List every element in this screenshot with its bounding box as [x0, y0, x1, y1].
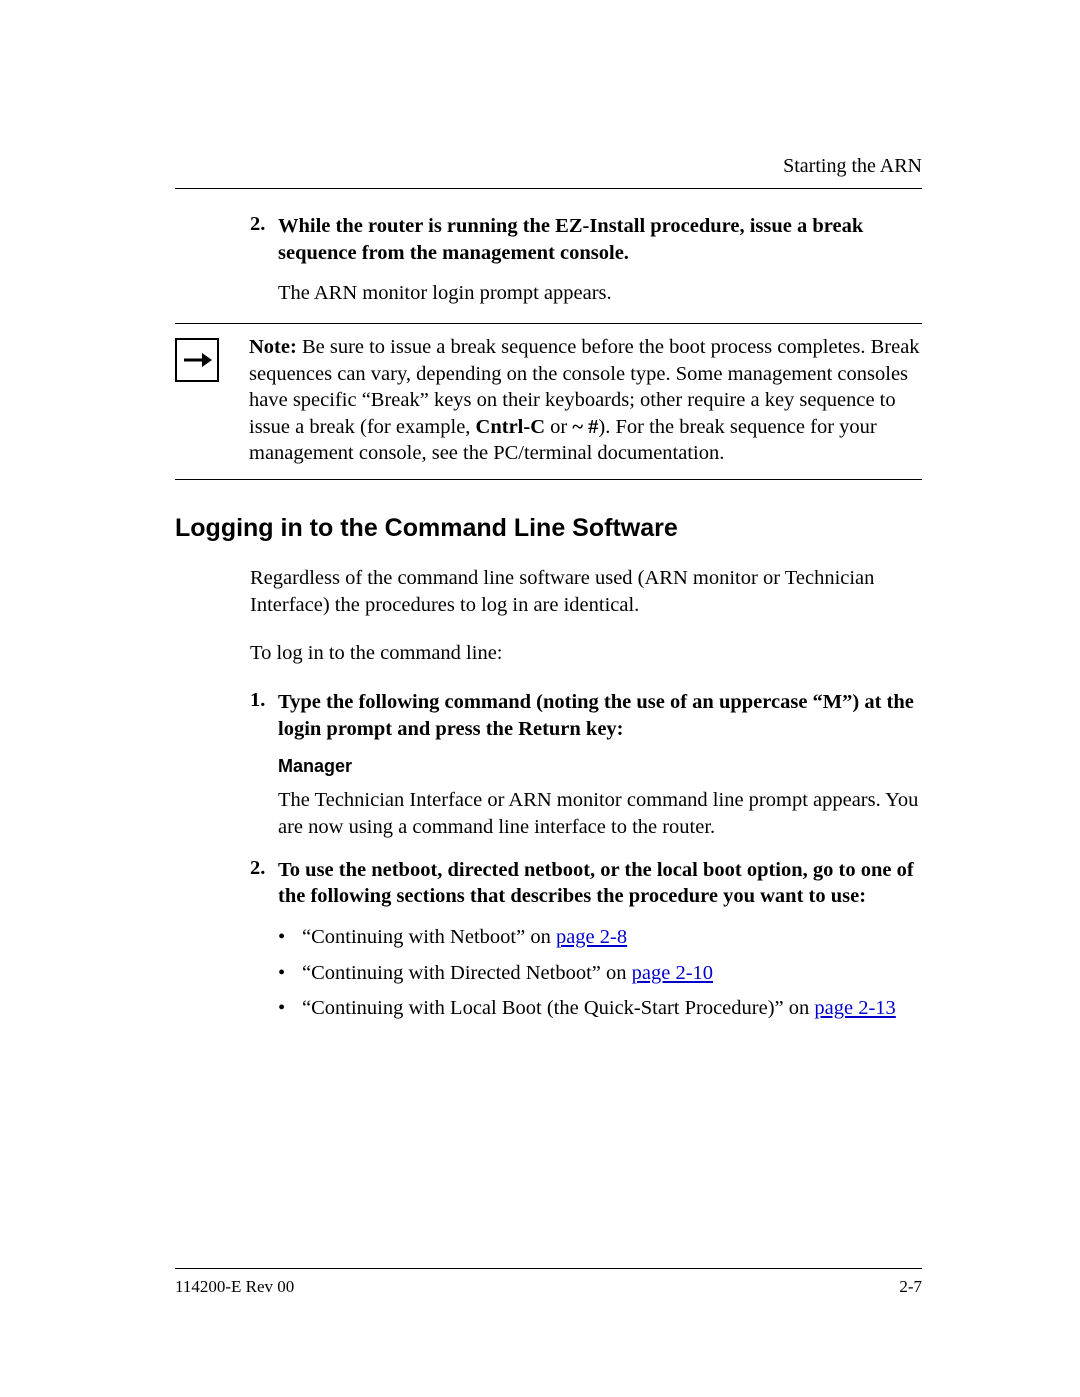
step-2-result: The ARN monitor login prompt appears. — [278, 280, 922, 307]
step-2-block: 2. While the router is running the EZ-In… — [250, 213, 922, 307]
login-step-1: 1. Type the following command (noting th… — [250, 689, 922, 742]
page-link[interactable]: page 2-13 — [814, 997, 895, 1019]
step-text: Type the following command (noting the u… — [278, 689, 922, 742]
arrow-right-icon — [175, 338, 219, 382]
list-item: “Continuing with Local Boot (the Quick-S… — [278, 995, 922, 1023]
doc-id: 114200-E Rev 00 — [175, 1277, 294, 1297]
step-text: To use the netboot, directed netboot, or… — [278, 857, 922, 910]
running-header: Starting the ARN — [175, 155, 922, 178]
page-link[interactable]: page 2-8 — [556, 926, 627, 948]
step-number: 2. — [250, 213, 278, 266]
step-2: 2. While the router is running the EZ-In… — [250, 213, 922, 266]
chapter-title: Starting the ARN — [783, 155, 922, 177]
note-text: Note: Be sure to issue a break sequence … — [249, 334, 922, 467]
page-footer: 114200-E Rev 00 2-7 — [175, 1268, 922, 1297]
page-link[interactable]: page 2-10 — [632, 962, 713, 984]
note-mid: or — [545, 416, 572, 438]
footer-rule — [175, 1268, 922, 1269]
note-bottom-rule — [175, 479, 922, 480]
note-bold1: Cntrl-C — [476, 416, 545, 438]
list-item-prefix: “Continuing with Local Boot (the Quick-S… — [302, 997, 814, 1019]
intro-paragraph: Regardless of the command line software … — [250, 565, 922, 618]
page: Starting the ARN 2. While the router is … — [0, 0, 1080, 1397]
login-step-2: 2. To use the netboot, directed netboot,… — [250, 857, 922, 910]
list-item: “Continuing with Directed Netboot” on pa… — [278, 960, 922, 988]
login-step-1-result: The Technician Interface or ARN monitor … — [278, 787, 922, 840]
procedure-list: “Continuing with Netboot” on page 2-8 “C… — [278, 924, 922, 1023]
manager-command: Manager — [278, 756, 922, 777]
note-row: Note: Be sure to issue a break sequence … — [175, 324, 922, 479]
page-number: 2-7 — [899, 1277, 922, 1297]
list-item-prefix: “Continuing with Netboot” on — [302, 926, 556, 948]
section-heading: Logging in to the Command Line Software — [175, 514, 922, 543]
step-number: 2. — [250, 857, 278, 910]
note-box: Note: Be sure to issue a break sequence … — [175, 323, 922, 480]
header-rule — [175, 188, 922, 189]
list-item: “Continuing with Netboot” on page 2-8 — [278, 924, 922, 952]
step-number: 1. — [250, 689, 278, 742]
step-text: While the router is running the EZ-Insta… — [278, 213, 922, 266]
note-label: Note: — [249, 336, 297, 358]
note-bold2: ~ # — [572, 416, 598, 438]
list-item-prefix: “Continuing with Directed Netboot” on — [302, 962, 632, 984]
section-body: Regardless of the command line software … — [250, 565, 922, 1023]
login-intro: To log in to the command line: — [250, 640, 922, 667]
footer-row: 114200-E Rev 00 2-7 — [175, 1277, 922, 1297]
